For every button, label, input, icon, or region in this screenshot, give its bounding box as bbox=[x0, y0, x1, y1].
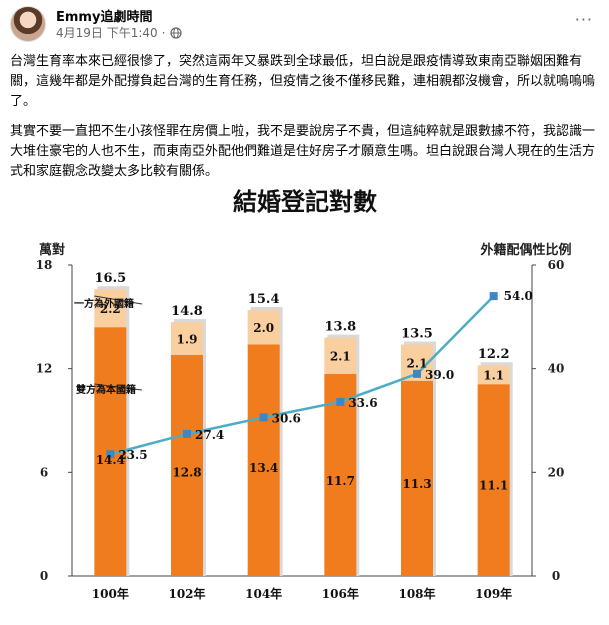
bar-foreign-label: 2.2 bbox=[100, 302, 121, 316]
ratio-marker bbox=[413, 369, 421, 378]
ratio-marker bbox=[336, 397, 345, 406]
y-tick-label-left: 0 bbox=[40, 569, 48, 583]
meta-separator: · bbox=[161, 25, 166, 40]
bar-total-label: 12.2 bbox=[478, 347, 510, 362]
bar-foreign-label: 2.1 bbox=[330, 350, 351, 364]
series-label-domestic: 雙方為本國籍 bbox=[76, 383, 136, 396]
bar-total-label: 15.4 bbox=[248, 292, 280, 307]
callout-foreign bbox=[94, 295, 143, 305]
bar-domestic bbox=[324, 373, 357, 576]
x-tick-label: 108年 bbox=[398, 586, 435, 601]
post-paragraph: 其實不要一直把不生小孩怪罪在房價上啦，我不是要說房子不貴，但這純粹就是跟數據不符… bbox=[10, 124, 596, 179]
bar-foreign bbox=[171, 322, 203, 355]
y-tick-label-right: 60 bbox=[548, 258, 565, 272]
ratio-marker bbox=[106, 450, 115, 459]
bar-domestic bbox=[247, 344, 280, 576]
bar-domestic-label: 11.7 bbox=[326, 474, 355, 488]
bar-foreign-label: 2.1 bbox=[407, 357, 428, 371]
post-header: Emmy追劇時間 4月19日 下午1:40 · ··· bbox=[0, 0, 609, 48]
y-axis-left-label: 萬對 bbox=[39, 242, 65, 258]
ratio-label: 23.5 bbox=[118, 448, 147, 462]
bar-foreign-label: 2.0 bbox=[253, 321, 274, 335]
marriage-chart: 結婚登記對數 萬對 外籍配偶性比例 0 6 12 18 0 20 40 60 16.5 2.2 1… bbox=[36, 187, 572, 601]
y-tick-label-left: 12 bbox=[36, 362, 53, 376]
ratio-label: 39.0 bbox=[425, 368, 454, 382]
x-tick-label: 106年 bbox=[322, 586, 359, 601]
series-label-foreign: 一方為外國籍 bbox=[74, 297, 134, 310]
x-tick-label: 104年 bbox=[245, 586, 282, 601]
ratio-label: 33.6 bbox=[348, 396, 377, 410]
bar-total-label: 13.8 bbox=[324, 320, 356, 335]
bar-foreign bbox=[477, 365, 510, 385]
ratio-marker bbox=[183, 429, 191, 438]
more-options-icon[interactable]: ··· bbox=[574, 10, 593, 29]
bar-domestic-label: 11.1 bbox=[479, 479, 508, 493]
bar-domestic bbox=[477, 384, 510, 576]
callout-domestic bbox=[94, 383, 143, 391]
post-paragraph: 台灣生育率本來已經很慘了，突然這兩年又暴跌到全球最低，坦白說是跟疫情導致東南亞聯… bbox=[10, 54, 596, 109]
bar-total-label: 14.8 bbox=[171, 304, 203, 319]
bar-total-label: 13.5 bbox=[401, 326, 433, 341]
post-date[interactable]: 4月19日 下午1:40 bbox=[56, 26, 158, 40]
bar-domestic bbox=[171, 354, 203, 576]
post-text: 台灣生育率本來已經很慘了，突然這兩年又暴跌到全球最低，坦白說是跟疫情導致東南亞聯… bbox=[10, 52, 600, 192]
author-name[interactable]: Emmy追劇時間 bbox=[56, 10, 153, 25]
ratio-line bbox=[110, 295, 495, 456]
bar-foreign bbox=[247, 309, 280, 345]
ratio-label: 30.6 bbox=[272, 411, 301, 425]
bar-foreign bbox=[94, 289, 127, 328]
x-tick-label: 100年 bbox=[92, 586, 129, 601]
ratio-label: 54.0 bbox=[504, 289, 533, 303]
ratio-marker bbox=[489, 292, 498, 301]
bar-domestic-label: 12.8 bbox=[172, 465, 201, 479]
y-tick-label-left: 6 bbox=[40, 465, 48, 479]
bar-domestic-label: 14.4 bbox=[96, 453, 125, 467]
bar-foreign bbox=[324, 337, 357, 374]
y-tick-label-right: 0 bbox=[552, 569, 560, 583]
bar-domestic-label: 13.4 bbox=[249, 461, 278, 475]
bar-domestic-label: 11.3 bbox=[402, 477, 431, 491]
post-meta: 4月19日 下午1:40 · bbox=[56, 24, 182, 41]
y-tick-label-right: 20 bbox=[548, 465, 565, 479]
x-tick-label: 109年 bbox=[475, 586, 512, 601]
bar-domestic bbox=[401, 380, 433, 576]
globe-icon bbox=[169, 26, 182, 39]
y-tick-label-left: 18 bbox=[36, 258, 53, 272]
y-tick-label-right: 40 bbox=[548, 362, 565, 376]
bar-foreign-label: 1.9 bbox=[177, 332, 198, 346]
bar-total-label: 16.5 bbox=[94, 271, 126, 286]
x-tick-label: 102年 bbox=[168, 586, 205, 601]
ratio-label: 27.4 bbox=[195, 428, 224, 442]
chart-image[interactable]: 結婚登記對數 萬對 外籍配偶性比例 0 6 12 18 0 20 40 60 16.5 2.2 1… bbox=[10, 178, 600, 623]
bar-foreign-label: 1.1 bbox=[483, 369, 504, 383]
avatar[interactable] bbox=[10, 6, 46, 42]
ratio-marker bbox=[259, 413, 268, 422]
chart-title: 結婚登記對數 bbox=[233, 187, 377, 216]
y-axis-right-label: 外籍配偶性比例 bbox=[479, 242, 571, 258]
